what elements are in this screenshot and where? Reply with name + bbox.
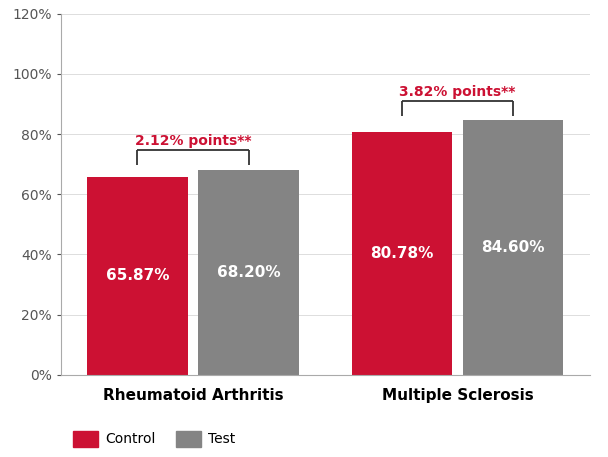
Text: 2.12% points**: 2.12% points** [135,134,251,149]
Bar [463,120,563,375]
Text: 80.78%: 80.78% [370,246,434,261]
Text: 3.82% points**: 3.82% points** [399,85,516,99]
Text: 68.20%: 68.20% [217,265,280,280]
Text: 84.60%: 84.60% [482,240,545,255]
Legend: Control, Test: Control, Test [67,425,241,452]
Bar [352,132,452,375]
Bar [88,176,188,375]
Text: 65.87%: 65.87% [106,268,169,283]
Bar [198,170,299,375]
